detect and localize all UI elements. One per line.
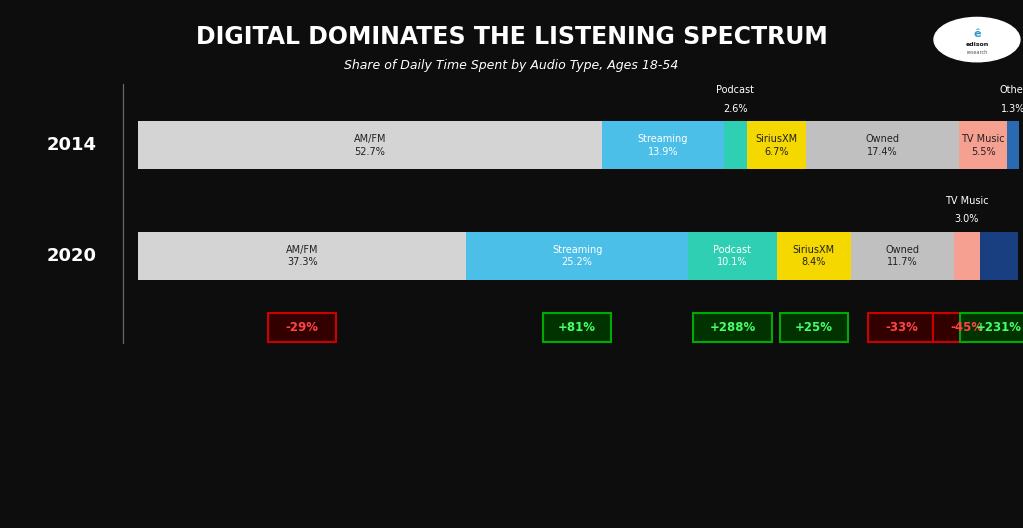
FancyBboxPatch shape xyxy=(933,313,1000,342)
Text: Streaming: Streaming xyxy=(637,135,688,144)
Text: AM/FM: AM/FM xyxy=(286,246,318,255)
Text: research: research xyxy=(967,50,987,55)
Bar xyxy=(724,121,747,169)
Bar xyxy=(959,121,1008,169)
Text: 5.5%: 5.5% xyxy=(971,147,995,156)
Bar xyxy=(602,121,724,169)
Text: TV Music: TV Music xyxy=(962,135,1005,144)
Text: -33%: -33% xyxy=(886,321,919,334)
Text: Share of Daily Time Spent by Audio Type, Ages 18-54: Share of Daily Time Spent by Audio Type,… xyxy=(345,60,678,72)
Bar xyxy=(747,121,806,169)
Bar xyxy=(953,232,980,280)
Text: AM/FM: AM/FM xyxy=(354,135,386,144)
Bar xyxy=(466,232,688,280)
FancyBboxPatch shape xyxy=(780,313,847,342)
Bar xyxy=(980,232,1018,280)
Text: ê: ê xyxy=(973,30,981,39)
Text: DIGITAL DOMINATES THE LISTENING SPECTRUM: DIGITAL DOMINATES THE LISTENING SPECTRUM xyxy=(195,25,828,49)
Text: +231%: +231% xyxy=(976,321,1022,334)
Text: 3.0%: 3.0% xyxy=(954,214,979,224)
Text: +81%: +81% xyxy=(559,321,596,334)
Text: -45%: -45% xyxy=(950,321,983,334)
Bar xyxy=(138,121,602,169)
Bar xyxy=(687,232,776,280)
FancyBboxPatch shape xyxy=(869,313,936,342)
Text: 2014: 2014 xyxy=(47,136,96,154)
Text: 37.3%: 37.3% xyxy=(286,258,317,267)
Bar xyxy=(1008,121,1019,169)
Bar xyxy=(851,232,953,280)
Text: 25.2%: 25.2% xyxy=(562,258,592,267)
Text: -29%: -29% xyxy=(285,321,319,334)
Text: 8.4%: 8.4% xyxy=(802,258,826,267)
Text: 1.3%: 1.3% xyxy=(1000,103,1023,114)
Text: TV Music: TV Music xyxy=(945,196,988,206)
Text: Streaming: Streaming xyxy=(552,246,603,255)
Text: Podcast: Podcast xyxy=(713,246,752,255)
Text: edison: edison xyxy=(966,42,988,48)
Text: +288%: +288% xyxy=(709,321,756,334)
Circle shape xyxy=(934,17,1020,62)
Text: Owned: Owned xyxy=(865,135,899,144)
Text: 11.7%: 11.7% xyxy=(887,258,918,267)
Text: +25%: +25% xyxy=(795,321,833,334)
FancyBboxPatch shape xyxy=(543,313,611,342)
Bar xyxy=(776,232,851,280)
Text: 2.6%: 2.6% xyxy=(723,103,748,114)
Text: Podcast: Podcast xyxy=(716,85,755,95)
Text: 13.9%: 13.9% xyxy=(648,147,678,156)
Bar xyxy=(138,232,466,280)
Text: SiriusXM: SiriusXM xyxy=(793,246,835,255)
Text: 17.4%: 17.4% xyxy=(868,147,898,156)
FancyBboxPatch shape xyxy=(960,313,1023,342)
Text: SiriusXM: SiriusXM xyxy=(755,135,798,144)
FancyBboxPatch shape xyxy=(268,313,336,342)
Text: 6.7%: 6.7% xyxy=(764,147,789,156)
FancyBboxPatch shape xyxy=(694,313,771,342)
Text: Other: Other xyxy=(999,85,1023,95)
Text: 2020: 2020 xyxy=(47,247,96,265)
Text: Owned: Owned xyxy=(885,246,920,255)
Text: 52.7%: 52.7% xyxy=(355,147,386,156)
Bar xyxy=(806,121,959,169)
Text: 10.1%: 10.1% xyxy=(717,258,748,267)
